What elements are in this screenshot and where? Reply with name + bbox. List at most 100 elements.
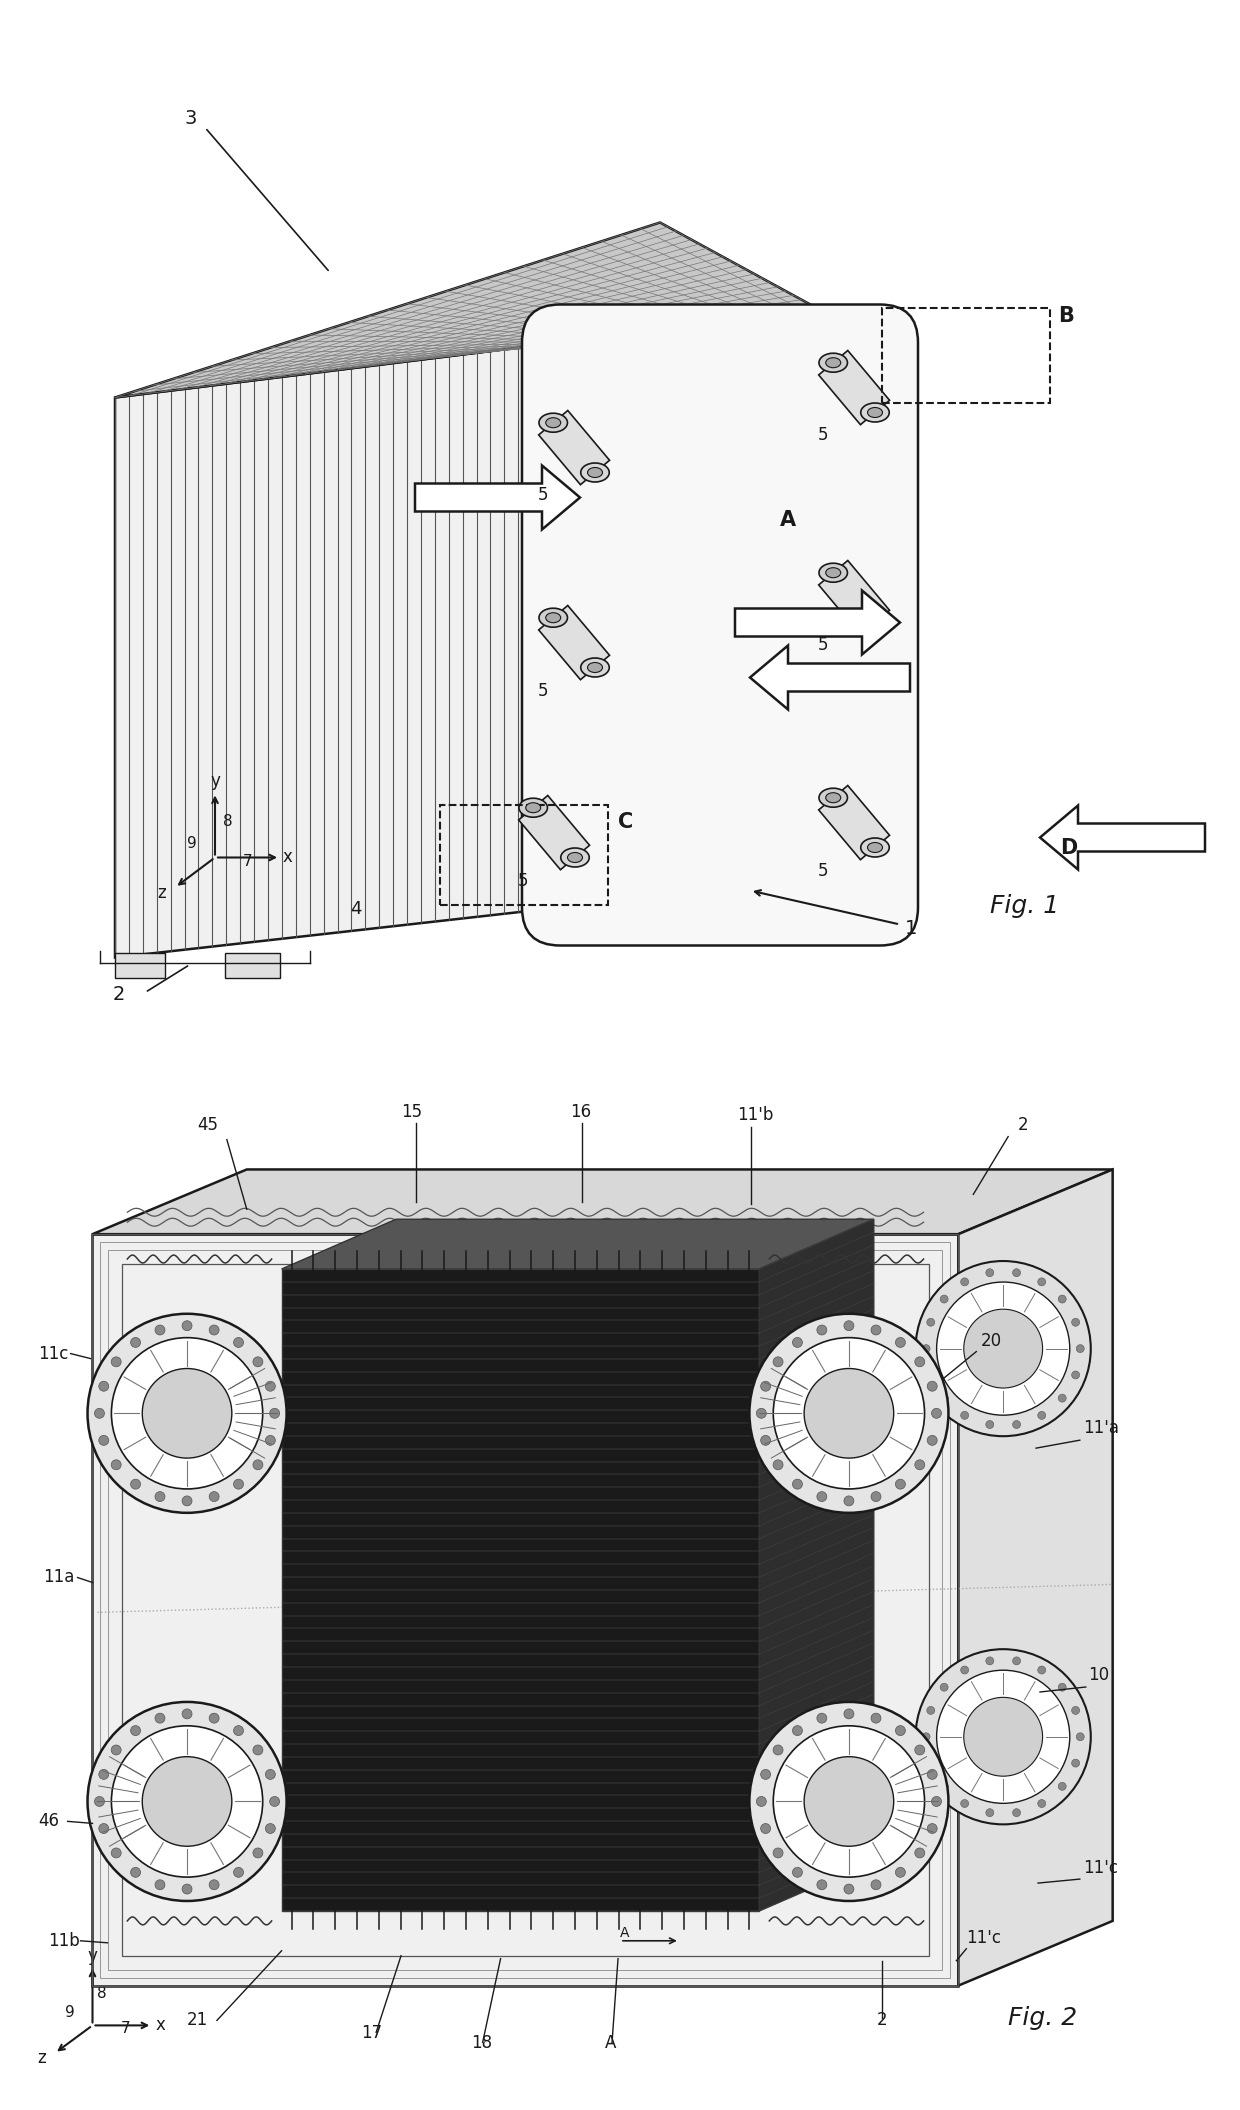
Text: 20: 20	[981, 1331, 1002, 1350]
Circle shape	[963, 1696, 1043, 1777]
Polygon shape	[818, 785, 889, 859]
Circle shape	[155, 1880, 165, 1891]
Circle shape	[756, 1407, 766, 1418]
Circle shape	[817, 1880, 827, 1891]
Ellipse shape	[526, 802, 541, 812]
Circle shape	[986, 1808, 993, 1817]
Circle shape	[792, 1726, 802, 1737]
Circle shape	[182, 1321, 192, 1331]
Ellipse shape	[580, 462, 609, 481]
Text: 11b: 11b	[47, 1933, 79, 1950]
Circle shape	[1038, 1279, 1045, 1285]
Circle shape	[774, 1726, 925, 1878]
Circle shape	[1071, 1372, 1080, 1380]
Circle shape	[253, 1848, 263, 1859]
Text: B: B	[1058, 306, 1074, 327]
Circle shape	[1076, 1344, 1084, 1353]
Text: Fig. 2: Fig. 2	[1008, 2007, 1078, 2030]
Text: 9: 9	[187, 836, 197, 850]
Circle shape	[940, 1296, 949, 1304]
Circle shape	[773, 1460, 782, 1471]
Circle shape	[915, 1460, 925, 1471]
Circle shape	[130, 1867, 140, 1878]
Circle shape	[936, 1671, 1070, 1804]
Circle shape	[88, 1315, 286, 1513]
Circle shape	[895, 1726, 905, 1737]
Circle shape	[253, 1745, 263, 1756]
Circle shape	[773, 1357, 782, 1367]
Circle shape	[112, 1357, 122, 1367]
Circle shape	[749, 1703, 949, 1901]
Text: 11'c: 11'c	[966, 1929, 1002, 1948]
Text: y: y	[88, 1948, 98, 1964]
Polygon shape	[518, 795, 589, 869]
Circle shape	[817, 1325, 827, 1336]
Circle shape	[94, 1796, 104, 1806]
Ellipse shape	[588, 663, 603, 673]
Ellipse shape	[560, 848, 589, 867]
Circle shape	[760, 1435, 770, 1445]
Ellipse shape	[868, 407, 883, 418]
Circle shape	[931, 1407, 941, 1418]
FancyBboxPatch shape	[522, 304, 918, 945]
Circle shape	[804, 1369, 894, 1458]
Circle shape	[210, 1713, 219, 1724]
Circle shape	[915, 1262, 1091, 1437]
Circle shape	[804, 1758, 894, 1846]
Circle shape	[792, 1479, 802, 1490]
Circle shape	[130, 1726, 140, 1737]
Ellipse shape	[818, 563, 847, 582]
Text: 11'b: 11'b	[738, 1106, 774, 1125]
Circle shape	[756, 1796, 766, 1806]
Ellipse shape	[826, 568, 841, 578]
Text: 17: 17	[361, 2023, 382, 2042]
Circle shape	[961, 1279, 968, 1285]
Circle shape	[155, 1492, 165, 1502]
Circle shape	[792, 1338, 802, 1348]
Text: 46: 46	[37, 1812, 58, 1829]
Ellipse shape	[868, 618, 883, 627]
Text: 5: 5	[538, 682, 548, 701]
Text: A: A	[620, 1926, 630, 1939]
Circle shape	[130, 1338, 140, 1348]
Circle shape	[923, 1344, 930, 1353]
Circle shape	[895, 1479, 905, 1490]
Circle shape	[1058, 1296, 1066, 1304]
Circle shape	[233, 1338, 243, 1348]
Ellipse shape	[588, 468, 603, 477]
Text: D: D	[1060, 838, 1078, 859]
Text: 5: 5	[518, 871, 528, 890]
Text: 5: 5	[817, 861, 828, 880]
Circle shape	[926, 1372, 935, 1380]
Text: x: x	[155, 2017, 165, 2034]
Circle shape	[1071, 1319, 1080, 1327]
Circle shape	[99, 1435, 109, 1445]
Circle shape	[269, 1796, 279, 1806]
Circle shape	[253, 1460, 263, 1471]
Polygon shape	[538, 606, 610, 679]
Circle shape	[269, 1407, 279, 1418]
Polygon shape	[115, 222, 880, 397]
Text: 7: 7	[243, 855, 253, 869]
Circle shape	[961, 1667, 968, 1673]
Circle shape	[760, 1770, 770, 1779]
Polygon shape	[818, 561, 889, 635]
Ellipse shape	[546, 612, 560, 622]
Polygon shape	[959, 1169, 1112, 1986]
Circle shape	[265, 1382, 275, 1390]
Circle shape	[210, 1880, 219, 1891]
Text: 2: 2	[113, 985, 125, 1004]
Circle shape	[844, 1496, 854, 1507]
Circle shape	[210, 1325, 219, 1336]
Text: A: A	[780, 509, 796, 530]
Polygon shape	[415, 466, 580, 530]
Circle shape	[112, 1726, 263, 1878]
Circle shape	[1058, 1783, 1066, 1789]
Polygon shape	[115, 952, 165, 977]
Text: 9: 9	[64, 2004, 74, 2021]
Text: z: z	[37, 2049, 46, 2068]
Circle shape	[940, 1395, 949, 1403]
Text: 11a: 11a	[42, 1568, 74, 1587]
Circle shape	[817, 1492, 827, 1502]
Ellipse shape	[580, 658, 609, 677]
